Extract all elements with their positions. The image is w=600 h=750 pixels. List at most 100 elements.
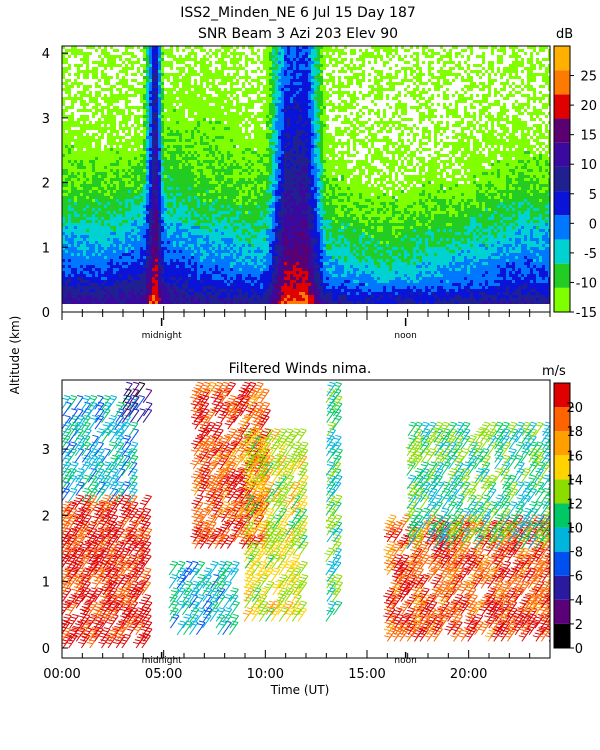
snr-cell [119,289,122,292]
snr-cell [224,253,227,256]
snr-cell [65,256,68,259]
snr-cell [128,175,131,178]
snr-cell [197,169,200,172]
snr-cell [92,187,95,190]
snr-cell [221,130,224,133]
snr-cell [146,160,149,163]
snr-cell [167,103,170,106]
snr-cell [65,61,68,64]
snr-cell [158,154,161,157]
snr-cell [125,223,128,226]
snr-cell [95,139,98,142]
snr-cell [206,79,209,82]
snr-cell [224,295,227,298]
snr-cell [101,187,104,190]
snr-cell [206,115,209,118]
snr-cell [131,112,134,115]
snr-cell [86,94,89,97]
snr-cell [245,178,248,181]
snr-cell [140,139,143,142]
snr-cell [203,295,206,298]
snr-cell [188,262,191,265]
snr-cell [131,223,134,226]
snr-cell [119,157,122,160]
snr-cell [80,223,83,226]
snr-cell [152,268,155,271]
snr-cell [89,175,92,178]
snr-cell [104,250,107,253]
snr-cell [257,94,260,97]
snr-cell [155,85,158,88]
snr-cell [101,220,104,223]
snr-cell [95,70,98,73]
snr-cell [251,142,254,145]
snr-cell [143,286,146,289]
snr-cell [89,226,92,229]
snr-cell [245,298,248,301]
snr-cell [173,235,176,238]
snr-cell [251,268,254,271]
snr-cell [179,214,182,217]
snr-cell [173,193,176,196]
snr-cell [197,214,200,217]
snr-cell [194,274,197,277]
snr-cell [185,250,188,253]
snr-cell [197,235,200,238]
snr-cell [170,142,173,145]
snr-cell [113,100,116,103]
snr-cell [230,301,233,304]
snr-cell [188,64,191,67]
snr-cell [221,70,224,73]
snr-cell [128,205,131,208]
snr-cell [218,223,221,226]
snr-cell [152,94,155,97]
snr-cell [158,196,161,199]
snr-cell [176,211,179,214]
snr-cell [164,115,167,118]
snr-cell [251,220,254,223]
snr-cell [98,301,101,304]
snr-cell [158,52,161,55]
snr-cell [155,280,158,283]
snr-cell [197,226,200,229]
snr-cell [113,193,116,196]
snr-cell [221,148,224,151]
snr-cell [74,157,77,160]
snr-cell [143,232,146,235]
snr-cell [209,280,212,283]
snr-cell [137,244,140,247]
snr-cell [182,160,185,163]
snr-cell [227,175,230,178]
snr-cell [116,97,119,100]
snr-cell [89,259,92,262]
snr-cell [179,169,182,172]
snr-cell [98,241,101,244]
snr-cell [248,214,251,217]
snr-cell [95,286,98,289]
snr-cell [62,250,65,253]
snr-cell [62,76,65,79]
snr-cell [71,181,74,184]
snr-cell [101,127,104,130]
snr-cell [152,187,155,190]
snr-cell [86,184,89,187]
snr-cell [200,268,203,271]
snr-cell [212,253,215,256]
snr-cell [137,136,140,139]
snr-cell [173,298,176,301]
snr-cell [101,301,104,304]
snr-cell [68,157,71,160]
snr-cell [107,202,110,205]
snr-cell [203,169,206,172]
snr-cell [134,55,137,58]
snr-cell [131,199,134,202]
snr-cell [164,76,167,79]
snr-cell [113,187,116,190]
snr-cell [227,214,230,217]
snr-cell [233,142,236,145]
snr-cell [119,97,122,100]
snr-cell [215,175,218,178]
snr-cell [119,58,122,61]
snr-cell [242,199,245,202]
snr-cell [236,196,239,199]
